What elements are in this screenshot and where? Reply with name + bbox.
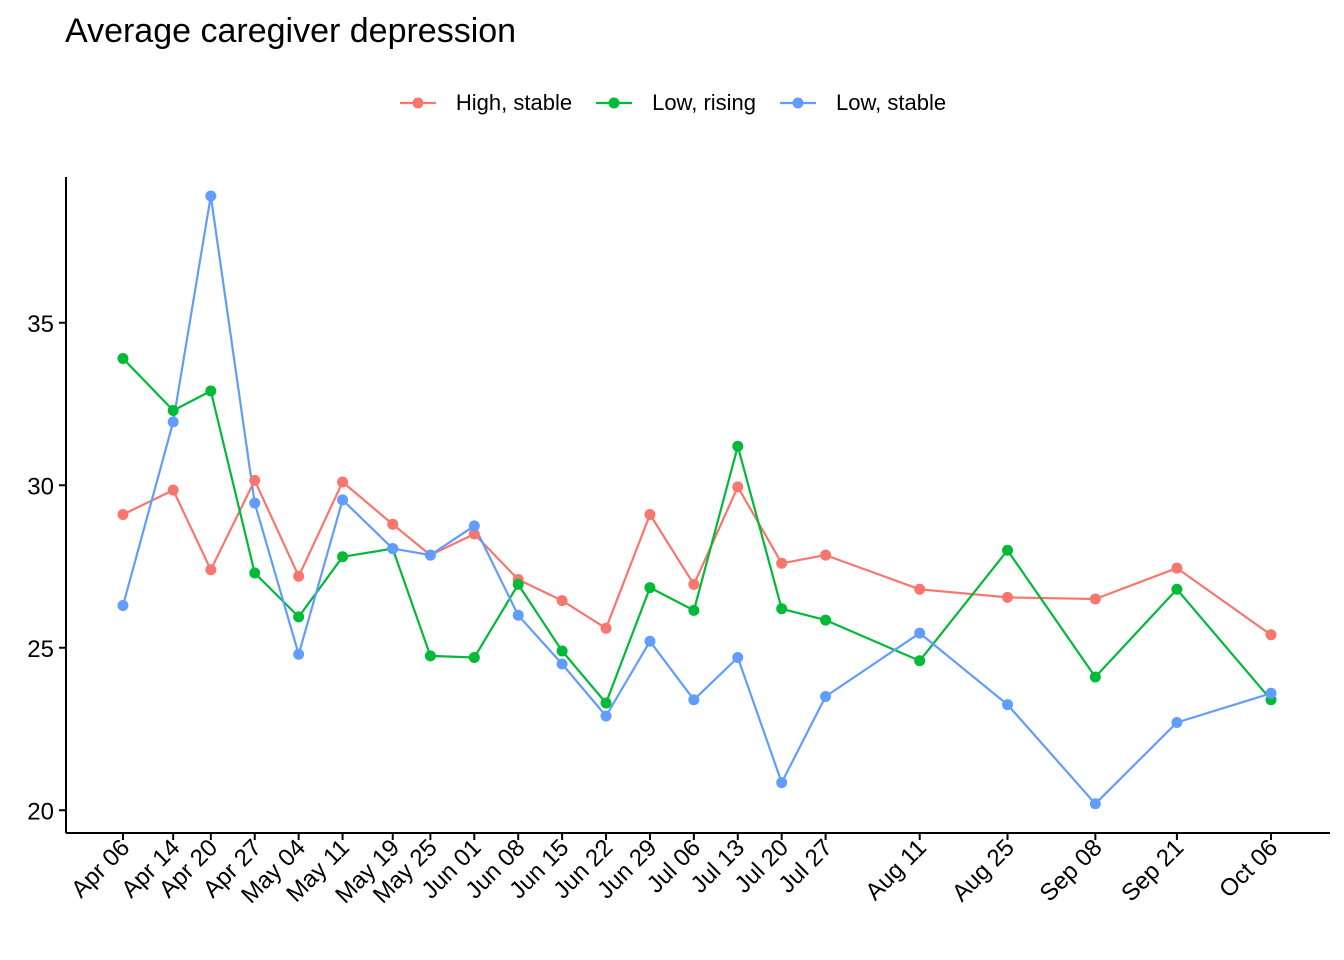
data-point [1265,629,1277,641]
series-layer [117,190,1277,810]
data-point [644,509,656,520]
data-point [1089,593,1101,605]
series-line-0 [122,479,1272,636]
data-point [249,474,261,486]
data-point [688,578,700,590]
data-point [914,655,926,667]
data-point [1089,798,1101,810]
legend-label: Low, rising [652,90,757,115]
data-point [468,520,480,532]
y-tick-label: 25 [27,636,54,663]
data-point [205,385,217,397]
data-point [820,691,832,702]
data-point [167,484,179,496]
data-point [1002,699,1014,711]
x-tick-label: Oct 06 [1214,834,1283,903]
series-line-1 [122,357,1272,705]
data-point [117,509,129,520]
x-tick-label: Aug 11 [860,834,932,906]
data-point [644,635,656,647]
data-point [249,567,261,579]
data-point [1171,583,1183,595]
data-point [1002,544,1014,556]
legend-label: High, stable [455,90,573,115]
series-line-2 [121,194,1272,805]
data-point [512,609,524,621]
data-point [600,697,612,709]
data-point [167,416,179,428]
data-point [644,582,656,594]
data-point [1265,687,1277,699]
data-point [205,564,217,576]
data-point [820,549,832,561]
data-point [293,611,305,623]
data-point [776,777,788,789]
legend-item: Low, stable [778,90,946,116]
legend-key-icon [399,97,436,109]
data-point [1171,562,1183,574]
data-point [117,600,129,611]
data-point [732,440,744,452]
data-point [424,549,436,561]
legend-label: Low, stable [836,90,947,115]
x-tick-label: Sep 21 [1116,834,1189,907]
data-point [468,652,480,663]
data-point [600,710,612,722]
data-point [732,652,744,663]
data-point [914,583,926,595]
data-point [337,551,349,563]
legend-item: High, stable [398,90,572,116]
data-point [167,405,179,416]
data-point [1089,671,1101,683]
x-tick-label: Sep 08 [1035,834,1108,907]
data-point [776,557,788,569]
data-point [337,494,349,506]
data-point [337,476,349,488]
data-point [776,603,788,615]
y-tick-label: 20 [27,798,54,825]
data-point [1171,717,1183,728]
data-point [387,543,399,555]
data-point [512,578,524,590]
legend-key-icon [596,97,633,109]
data-point [1002,591,1014,603]
data-point [293,648,305,660]
data-point [914,627,926,639]
data-point [468,528,480,540]
y-tick-label: 35 [27,311,54,338]
data-point [820,614,832,626]
chart-title: Average caregiver depression [65,12,517,50]
data-point [424,650,436,662]
data-point [556,645,568,657]
data-point [600,622,612,634]
y-tick-label: 30 [27,473,54,500]
data-point [556,595,568,607]
legend-item: Low, rising [594,90,756,116]
data-point [205,190,217,202]
x-tick-label: Aug 25 [947,834,1020,907]
data-point [556,658,568,670]
data-point [688,604,700,616]
legend-key-icon [780,97,817,109]
data-point [387,518,399,530]
data-point [117,353,129,364]
data-point [293,570,305,582]
data-point [249,497,261,509]
data-point [732,481,744,493]
data-point [688,694,700,706]
legend: High, stable Low, rising Low, stable [0,90,1344,116]
